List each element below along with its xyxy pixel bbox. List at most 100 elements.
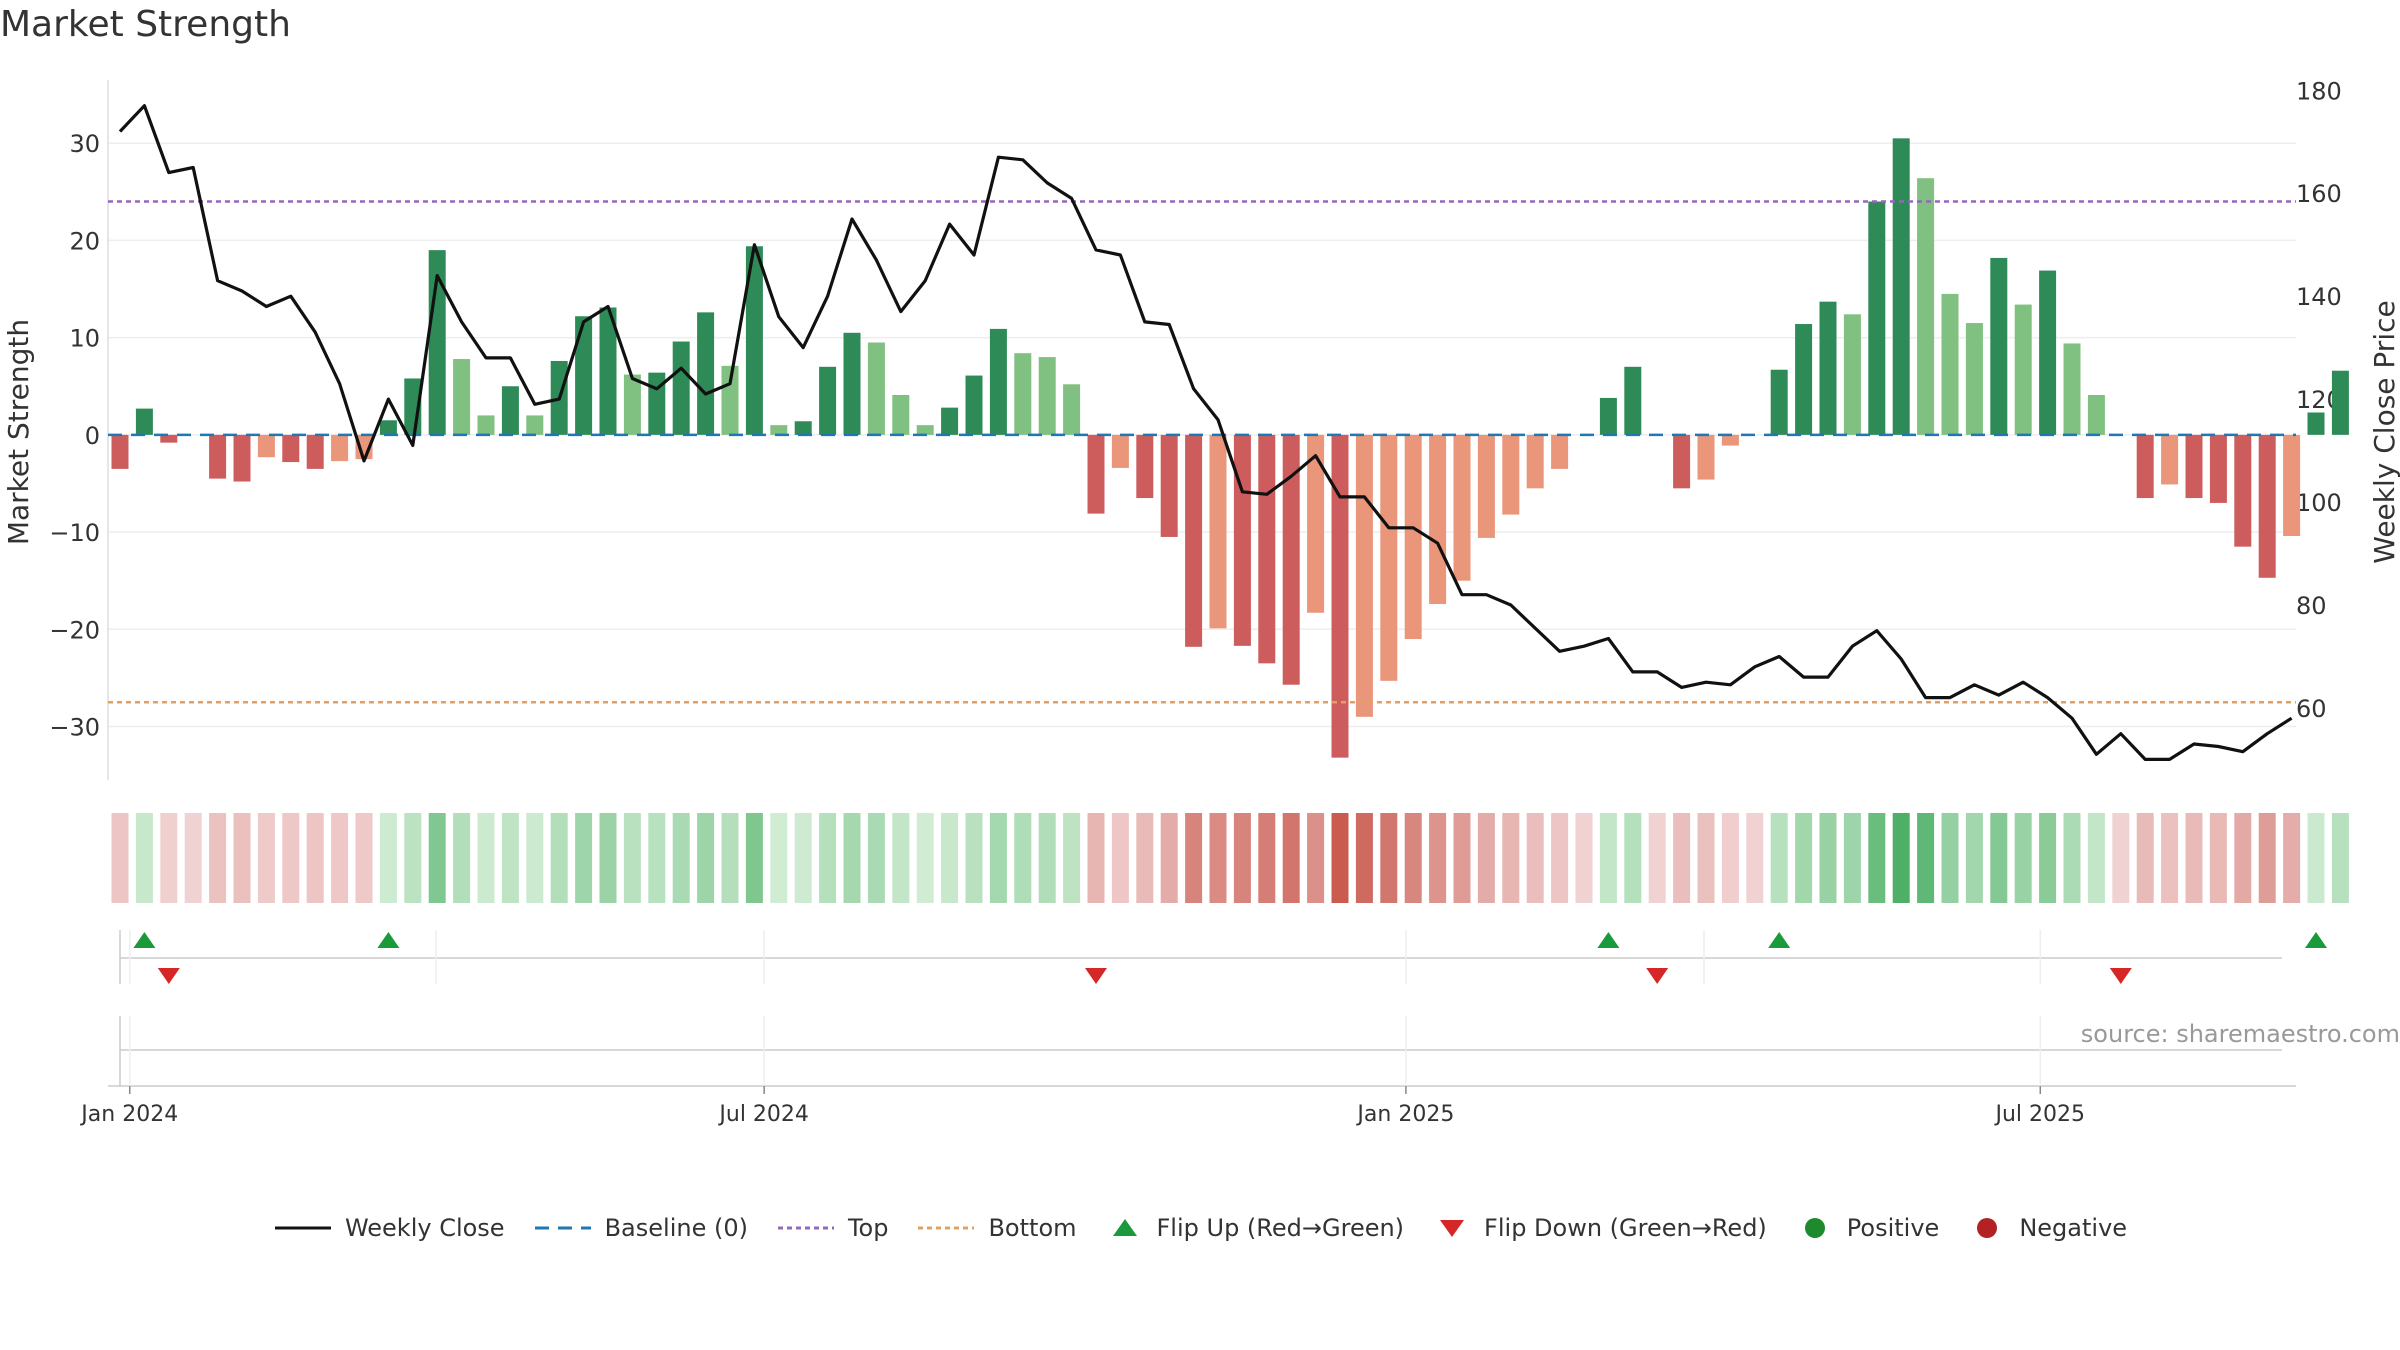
legend-top[interactable]: Top bbox=[776, 1214, 888, 1242]
legend-positive[interactable]: Positive bbox=[1795, 1214, 1940, 1242]
chart-legend: Weekly Close Baseline (0) Top Bottom Fli… bbox=[0, 1214, 2400, 1242]
heat-cell bbox=[2331, 813, 2349, 903]
source-credit: source: sharemaestro.com bbox=[2080, 1020, 2400, 1048]
strength-bar bbox=[2014, 304, 2032, 435]
strength-bar bbox=[1721, 434, 1739, 446]
heat-cell bbox=[1111, 813, 1129, 903]
heat-cell bbox=[1258, 813, 1276, 903]
legend-flip-down[interactable]: Flip Down (Green→Red) bbox=[1432, 1214, 1767, 1242]
green-dot-icon bbox=[1804, 1218, 1825, 1238]
strength-bar bbox=[941, 407, 959, 435]
heat-cell bbox=[1941, 813, 1959, 903]
heat-cell bbox=[1087, 813, 1105, 903]
heat-cell bbox=[2136, 813, 2154, 903]
heat-cell bbox=[1136, 813, 1154, 903]
y-left-tick-label: 30 bbox=[69, 130, 100, 158]
strength-bar bbox=[233, 434, 251, 482]
heat-cell bbox=[1160, 813, 1178, 903]
y-left-tick-label: 20 bbox=[69, 227, 100, 255]
flip-down-marker bbox=[1085, 968, 1107, 984]
heat-cell bbox=[2063, 813, 2081, 903]
strength-bar bbox=[1673, 434, 1691, 489]
heat-cell bbox=[1429, 813, 1447, 903]
legend-negative[interactable]: Negative bbox=[1967, 1214, 2127, 1242]
heat-cell bbox=[794, 813, 812, 903]
weekly-close-line bbox=[118, 104, 2293, 762]
strength-bar bbox=[160, 434, 178, 443]
heat-cell bbox=[1965, 813, 1983, 903]
heat-cell bbox=[1575, 813, 1593, 903]
strength-bar bbox=[1331, 434, 1349, 758]
heat-cell bbox=[2112, 813, 2130, 903]
strength-bar bbox=[1160, 434, 1178, 537]
strength-bar bbox=[1868, 201, 1886, 435]
heat-cell bbox=[672, 813, 690, 903]
heat-cell bbox=[1380, 813, 1398, 903]
strength-bar bbox=[745, 246, 763, 435]
strength-bar bbox=[282, 434, 300, 463]
heat-cell bbox=[1990, 813, 2008, 903]
strength-bar bbox=[453, 359, 471, 435]
heat-cell bbox=[648, 813, 666, 903]
heat-cell bbox=[135, 813, 153, 903]
heat-cell bbox=[1624, 813, 1642, 903]
strength-bar bbox=[209, 434, 227, 479]
heat-cell bbox=[2209, 813, 2227, 903]
strength-bar bbox=[2307, 412, 2325, 435]
strength-bar bbox=[1526, 434, 1544, 489]
heat-cell bbox=[428, 813, 446, 903]
strength-bar bbox=[2209, 434, 2227, 503]
heat-cell bbox=[1697, 813, 1715, 903]
strength-bar bbox=[819, 366, 837, 435]
legend-bottom[interactable]: Bottom bbox=[916, 1214, 1077, 1242]
heat-cell bbox=[1014, 813, 1032, 903]
strength-bar bbox=[257, 434, 275, 458]
flip-down-marker bbox=[1646, 968, 1669, 984]
heat-cell bbox=[1404, 813, 1422, 903]
heat-cell bbox=[2185, 813, 2203, 903]
strength-bar bbox=[575, 316, 593, 435]
triangle-down-icon bbox=[1440, 1220, 1465, 1237]
strength-bar bbox=[2161, 434, 2179, 485]
heat-cell bbox=[1355, 813, 1373, 903]
triangle-up-icon bbox=[1112, 1219, 1137, 1236]
dashed-line-swatch-icon bbox=[534, 1226, 591, 1230]
heat-cell bbox=[1453, 813, 1471, 903]
strength-bar bbox=[2087, 395, 2105, 435]
heat-cell bbox=[2161, 813, 2179, 903]
heat-cell bbox=[2234, 813, 2252, 903]
heat-cell bbox=[1063, 813, 1081, 903]
strength-bar bbox=[135, 408, 153, 435]
flip-up-marker bbox=[133, 932, 156, 948]
flip-up-marker bbox=[377, 932, 400, 948]
strength-bar bbox=[697, 312, 715, 435]
heat-cell bbox=[2039, 813, 2057, 903]
legend-baseline[interactable]: Baseline (0) bbox=[533, 1214, 748, 1242]
y-right-tick-label: 180 bbox=[2296, 77, 2342, 105]
heat-cell bbox=[209, 813, 227, 903]
strength-bar bbox=[1697, 434, 1715, 480]
heat-cell bbox=[1599, 813, 1617, 903]
strength-bar bbox=[1795, 324, 1813, 435]
legend-weekly-close[interactable]: Weekly Close bbox=[273, 1214, 505, 1242]
heat-cell bbox=[1185, 813, 1203, 903]
strength-bar bbox=[1233, 434, 1251, 646]
strength-bar bbox=[916, 425, 934, 435]
x-tick-label: Jul 2025 bbox=[1994, 1102, 2086, 1127]
legend-label: Positive bbox=[1846, 1214, 1940, 1242]
heat-cell bbox=[1502, 813, 1520, 903]
legend-flip-up[interactable]: Flip Up (Red→Green) bbox=[1105, 1214, 1404, 1242]
y-right-tick-label: 160 bbox=[2296, 180, 2342, 208]
strength-bar bbox=[1404, 434, 1422, 640]
strength-bar bbox=[1477, 434, 1495, 538]
heat-cell bbox=[1892, 813, 1910, 903]
y-left-tick-label: 10 bbox=[69, 325, 100, 353]
strength-bar bbox=[965, 375, 983, 435]
strength-bar bbox=[1429, 434, 1447, 605]
strength-bar bbox=[623, 374, 641, 435]
heat-cell bbox=[697, 813, 715, 903]
heat-cell bbox=[550, 813, 568, 903]
y-left-axis-title: Market Strength bbox=[2, 319, 35, 545]
strength-bar bbox=[1185, 434, 1203, 647]
strength-bar bbox=[1307, 434, 1325, 613]
